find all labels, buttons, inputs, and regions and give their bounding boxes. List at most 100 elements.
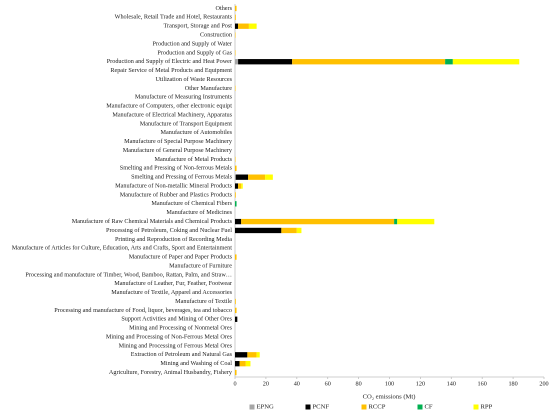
- category-label: Manufacture of General Purpose Machinery: [123, 147, 233, 154]
- x-tick-label: 140: [447, 380, 456, 387]
- category-label: Others: [216, 5, 233, 12]
- bar-segment: [235, 14, 236, 20]
- legend-swatch: [361, 404, 367, 410]
- x-tick-label: 100: [385, 380, 394, 387]
- category-label: Support Activities and Mining of Other O…: [121, 316, 232, 323]
- category-label: Manufacture of Electrical Machinery, App…: [112, 111, 232, 118]
- bar-segment: [235, 165, 237, 171]
- bar-segment: [292, 59, 446, 65]
- category-label: Printing and Reproduction of Recording M…: [115, 236, 232, 243]
- category-label: Manufacture of Chemical Fibers: [151, 200, 232, 207]
- bar-segment: [241, 218, 395, 225]
- bar-segment: [241, 183, 243, 189]
- category-label: Production and Supply of Water: [153, 40, 232, 47]
- category-label: Manufacture of Textile: [175, 298, 232, 305]
- legend-label: RPP: [481, 404, 493, 411]
- category-label: Processing of Petroleum, Coking and Nucl…: [106, 227, 232, 234]
- category-label: Manufacture of Rubber and Plastics Produ…: [120, 191, 233, 198]
- category-label: Construction: [200, 32, 232, 39]
- category-label: Manufacture of Articles for Culture, Edu…: [12, 245, 233, 252]
- x-tick-label: 160: [478, 380, 487, 387]
- bar-segment: [239, 361, 246, 367]
- category-label: Wholesale, Retail Trade and Hotel, Resta…: [115, 14, 233, 21]
- bar-segment: [235, 307, 237, 314]
- bar-segment: [235, 227, 282, 234]
- bar-segment: [445, 59, 453, 65]
- bar-segment: [265, 174, 273, 180]
- bar-segment: [397, 218, 435, 225]
- x-tick-label: 60: [325, 380, 331, 387]
- bar-segment: [235, 352, 248, 358]
- bar-segment: [235, 174, 249, 180]
- x-tick-label: 200: [539, 380, 548, 387]
- legend-swatch: [417, 404, 423, 410]
- category-label: Manufacture of Automobiles: [161, 129, 233, 136]
- bar-segment: [235, 201, 237, 207]
- bar-segment: [281, 227, 297, 234]
- category-label: Mining and Processing of Ferrous Metal O…: [119, 342, 233, 349]
- x-tick-label: 80: [356, 380, 362, 387]
- category-label: Manufacture of Textile, Apparel and Acce…: [111, 289, 232, 296]
- x-tick-label: 40: [294, 380, 300, 387]
- bar-segment: [452, 59, 520, 65]
- category-label: Repair Service of Metal Products and Equ…: [110, 67, 232, 74]
- legend-label: RCCP: [369, 404, 386, 411]
- bar-segment: [235, 59, 239, 65]
- bar-segment: [235, 174, 236, 180]
- bar-segment: [247, 352, 257, 358]
- category-label: Other Manufacture: [185, 85, 232, 92]
- category-label: Smelting and Pressing of Non-ferrous Met…: [120, 165, 233, 172]
- bar-segment: [235, 369, 237, 376]
- bar-segment: [248, 174, 266, 180]
- x-axis-title: CO₂ emissions (Mt): [363, 394, 416, 401]
- bar-segment: [238, 183, 242, 189]
- category-label: Mining and Processing of Non-Ferrous Met…: [106, 333, 233, 340]
- category-label: Extraction of Petroleum and Natural Gas: [131, 351, 233, 358]
- bar-segment: [235, 316, 238, 322]
- bar-segment: [235, 254, 237, 260]
- bar-segment: [235, 5, 237, 12]
- category-label: Utilization of Waste Resources: [155, 76, 232, 83]
- legend-label: EPNG: [257, 404, 274, 411]
- bar-segment: [245, 361, 251, 367]
- legend-label: CF: [425, 404, 433, 411]
- bar-segment: [238, 59, 293, 65]
- category-label: Smelting and Pressing of Ferrous Metals: [131, 174, 232, 181]
- category-label: Manufacture of Special Purpose Machinery: [124, 138, 233, 145]
- category-label: Agriculture, Forestry, Animal Husbandry,…: [109, 369, 233, 376]
- x-tick-label: 20: [263, 380, 269, 387]
- category-label: Manufacture of Computers, other electron…: [106, 103, 232, 110]
- x-tick-label: 120: [416, 380, 425, 387]
- category-label: Processing and manufacture of Food, liqu…: [54, 307, 232, 314]
- bar-segment: [235, 192, 236, 198]
- category-label: Transport, Storage and Post: [163, 23, 232, 30]
- bar-segment: [248, 23, 257, 29]
- bar-segment: [235, 218, 242, 225]
- bar-segment: [238, 23, 249, 29]
- legend-swatch: [473, 404, 479, 410]
- category-label: Mining and Washing of Coal: [160, 360, 232, 367]
- category-label: Manufacture of Leather, Fur, Feather, Fo…: [114, 280, 232, 287]
- category-label: Mining and Processing of Nonmetal Ores: [129, 325, 233, 332]
- bar-segment: [394, 218, 398, 225]
- category-label: Manufacture of Paper and Paper Products: [129, 254, 233, 261]
- legend-swatch: [305, 404, 311, 410]
- legend-label: PCNF: [313, 404, 330, 411]
- category-label: Manufacture of Metal Products: [155, 156, 233, 163]
- x-tick-label: 0: [233, 380, 236, 387]
- category-label: Manufacture of Measuring Instruments: [135, 94, 233, 101]
- bar-segment: [235, 183, 239, 189]
- category-label: Manufacture of Furniture: [169, 262, 232, 269]
- bar-segment: [235, 361, 240, 367]
- x-tick-label: 180: [508, 380, 517, 387]
- category-label: Manufacture of Transport Equipment: [140, 120, 233, 127]
- category-label: Production and Supply of Gas: [157, 49, 232, 56]
- bar-segment: [235, 298, 236, 305]
- category-label: Production and Supply of Electric and He…: [107, 58, 232, 65]
- legend-swatch: [249, 404, 255, 410]
- category-label: Manufacture of Medicines: [166, 209, 232, 216]
- bar-segment: [256, 352, 260, 358]
- bar-segment: [296, 227, 302, 234]
- category-label: Manufacture of Non-metallic Mineral Prod…: [115, 182, 232, 189]
